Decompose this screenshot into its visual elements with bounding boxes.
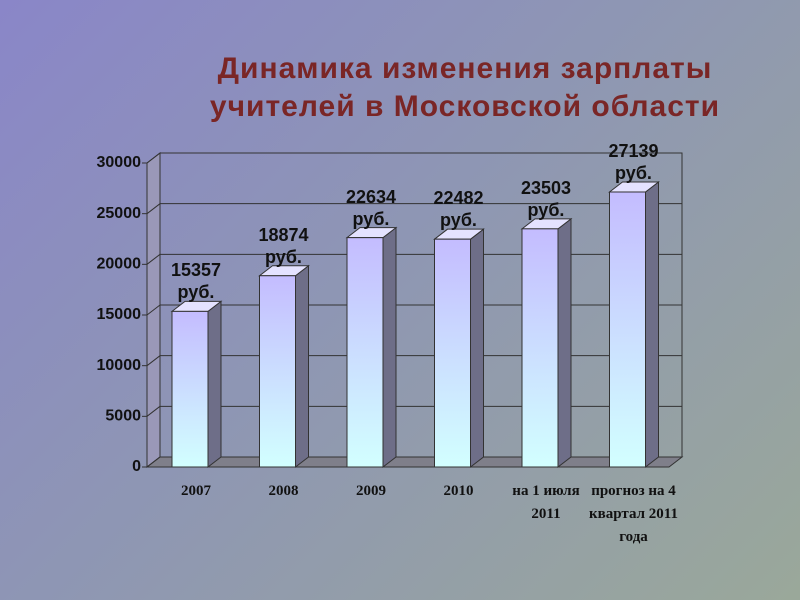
grid-line bbox=[146, 253, 161, 265]
grid-line bbox=[146, 304, 161, 316]
value-label: 22482 руб. bbox=[433, 188, 484, 231]
value-label: 22634 руб. bbox=[345, 186, 397, 229]
value-label: 23503 руб. bbox=[520, 177, 572, 220]
grid-line bbox=[146, 405, 161, 417]
bar bbox=[171, 310, 209, 468]
bar-side bbox=[470, 228, 484, 469]
y-tick-label: 30000 bbox=[97, 154, 142, 171]
grid-line bbox=[146, 203, 161, 215]
y-tick-label: 10000 bbox=[97, 357, 142, 374]
y-tick-label: 0 bbox=[132, 458, 141, 475]
y-tick-label: 25000 bbox=[97, 205, 142, 222]
bar bbox=[521, 228, 559, 468]
x-tick-label: 2010 bbox=[443, 483, 474, 499]
grid-line bbox=[146, 355, 161, 367]
bar bbox=[434, 238, 471, 468]
y-tick-label: 5000 bbox=[105, 408, 141, 425]
value-label: 15357 руб. bbox=[170, 260, 222, 303]
bar-side bbox=[645, 180, 659, 469]
value-label: 18874 руб. bbox=[258, 224, 309, 267]
bar bbox=[346, 237, 384, 468]
y-tick-label: 15000 bbox=[97, 306, 142, 323]
bar bbox=[609, 191, 646, 468]
floor bbox=[145, 456, 684, 468]
bar-side bbox=[382, 226, 397, 469]
x-tick-label: прогноз на 4 квартал 2011 года bbox=[589, 483, 678, 545]
bar-side bbox=[557, 217, 572, 469]
chart-title: Динамика изменения зарплаты учителей в М… bbox=[209, 52, 721, 123]
x-tick-label: на 1 июля 2011 bbox=[512, 483, 580, 522]
bar-side bbox=[207, 300, 222, 469]
bar-side bbox=[295, 264, 309, 469]
bar bbox=[259, 275, 296, 468]
value-label: 27139 руб. bbox=[608, 140, 659, 183]
y-tick-label: 20000 bbox=[97, 256, 142, 273]
x-tick-label: 2009 bbox=[356, 483, 386, 499]
grid-line bbox=[146, 456, 161, 468]
x-tick-label: 2007 bbox=[181, 483, 211, 499]
x-tick-label: 2008 bbox=[268, 483, 299, 499]
grid-line bbox=[146, 152, 161, 164]
